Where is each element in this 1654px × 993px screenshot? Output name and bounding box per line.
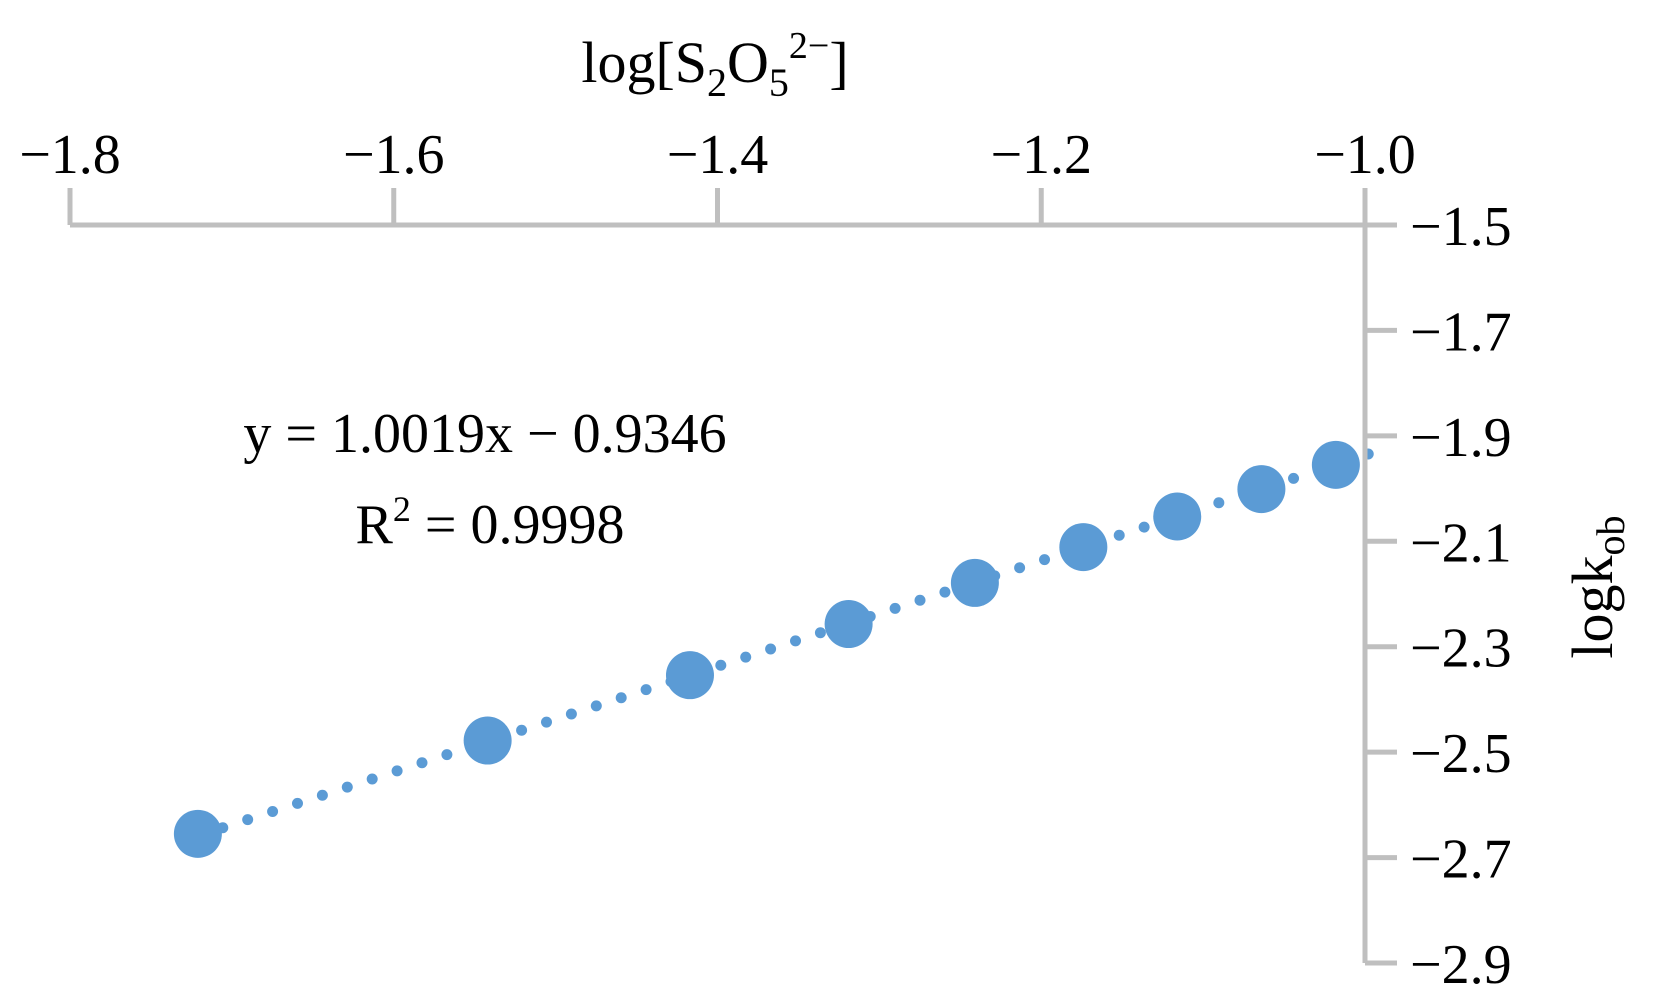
trendline-dot [1039,554,1051,566]
data-point [665,651,714,700]
x-axis: −1.8 −1.6 −1.4 −1.2 −1.0 [19,124,1416,228]
trendline-dot [1288,472,1300,484]
y-tick-label: −1.7 [1410,301,1512,363]
trendline-dot [814,627,826,639]
y-axis: −1.5 −1.7 −1.9 −2.1 −2.3 −2.5 −2.7 −2.9 [1362,196,1512,993]
trendline-dot [540,716,552,728]
trendline-dot [715,659,727,671]
y-tick-label: −2.3 [1410,618,1512,680]
trendline-dot [441,749,453,761]
trendline-dot [939,586,951,598]
x-tick-label: −1.6 [343,124,445,186]
x-tick-label: −1.0 [1314,124,1416,186]
data-point [1311,440,1360,489]
y-tick-label: −2.9 [1410,934,1512,993]
data-point [463,716,512,765]
trendline-dot [590,700,602,712]
y-tick-label: −1.9 [1410,407,1512,469]
data-point [950,558,999,607]
data-point [824,600,873,649]
trendline-dot [341,781,353,793]
x-axis-title: log[S2O52−] [581,25,848,105]
data-point [1237,465,1286,514]
y-tick-label: −1.5 [1410,196,1512,258]
trendline-dot [1113,529,1125,541]
trendline-dot [565,708,577,720]
data-point [1153,492,1202,541]
trendline-dot [1138,521,1150,533]
trendline-dot [765,643,777,655]
y-tick-label: −2.1 [1410,512,1512,574]
trendline-equation: y = 1.0019x − 0.9346 [243,403,726,465]
y-axis-title: logkob [1560,515,1633,658]
r-squared-label: R2 = 0.9998 [356,489,625,556]
x-tick-label: −1.4 [667,124,769,186]
trendline-dot [740,651,752,663]
trendline-dot [1014,562,1026,574]
x-tick-label: −1.8 [19,124,121,186]
trendline-dot [416,757,428,769]
trendline-dot [316,789,328,801]
trendline-dot [615,692,627,704]
trendline-dot [366,773,378,785]
trendline-dot [1213,497,1225,509]
trendline-dot [267,806,279,818]
trendline-dot [790,635,802,647]
trendline-dot [291,797,303,809]
x-tick-label: −1.2 [990,124,1092,186]
data-point [1059,523,1108,572]
trendline-dot [242,814,254,826]
trendline-dot [914,594,926,606]
data-points [173,440,1360,858]
trendline-dot [516,724,528,736]
y-tick-label: −2.5 [1410,723,1512,785]
trendline-dot [391,765,403,777]
trendline-dot [640,684,652,696]
data-point [173,809,222,858]
y-tick-label: −2.7 [1410,829,1512,891]
trendline-dot [889,602,901,614]
